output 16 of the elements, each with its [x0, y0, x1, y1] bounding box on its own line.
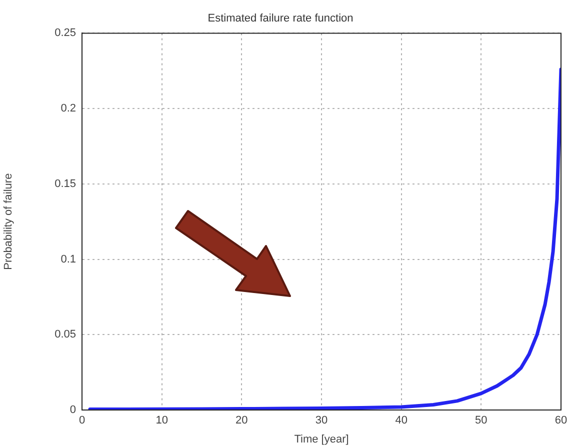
x-tick-label: 20 [236, 414, 248, 427]
x-tick-label: 10 [156, 414, 168, 427]
x-tick-label: 40 [395, 414, 408, 427]
x-tick-label: 0 [78, 414, 86, 427]
chart-title: Estimated failure rate function [208, 12, 354, 25]
x-tick-label: 50 [475, 414, 488, 427]
y-tick-label: 0.1 [60, 253, 76, 266]
x-tick-label: 30 [315, 414, 328, 427]
x-axis-title: Time [year] [294, 433, 349, 446]
y-axis-title: Probability of failure [2, 173, 15, 270]
y-tick-label: 0.2 [60, 102, 76, 115]
y-tick-label: 0.25 [54, 27, 76, 40]
y-tick-label: 0.05 [54, 328, 76, 341]
y-tick-label: 0.15 [54, 178, 76, 190]
x-tick-label: 60 [554, 414, 568, 427]
y-tick-label: 0 [70, 404, 76, 416]
